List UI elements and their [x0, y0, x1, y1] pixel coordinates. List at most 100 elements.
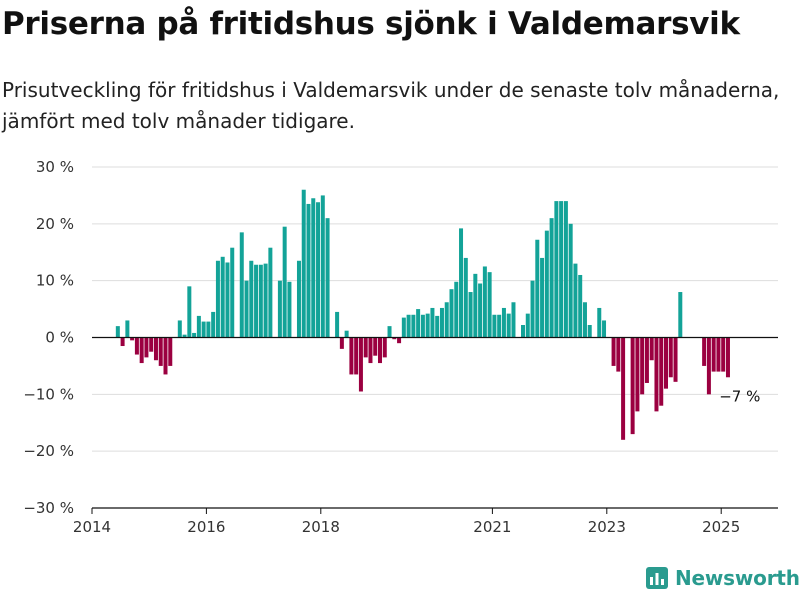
- bar: [706, 337, 711, 395]
- bar: [535, 239, 540, 338]
- bar: [497, 314, 502, 338]
- bar: [277, 280, 282, 338]
- bar: [525, 313, 530, 338]
- bar: [454, 281, 459, 338]
- bar: [611, 337, 616, 366]
- bar: [134, 337, 139, 355]
- bar: [473, 273, 478, 338]
- y-tick-label: 20 %: [36, 215, 74, 233]
- bar-series: [115, 189, 730, 440]
- bar: [163, 337, 168, 375]
- bar: [149, 337, 154, 352]
- newsworthy-icon: [646, 567, 668, 589]
- bar: [239, 232, 244, 338]
- bar: [678, 292, 683, 338]
- bar: [425, 313, 430, 338]
- x-tick-label: 2018: [302, 518, 340, 536]
- bar: [501, 307, 506, 338]
- bar: [406, 314, 411, 338]
- last-value-label: −7 %: [719, 387, 760, 405]
- bar: [120, 337, 125, 347]
- bar: [225, 262, 230, 338]
- bar: [115, 326, 120, 338]
- bar: [482, 266, 487, 338]
- bar: [439, 307, 444, 338]
- bar: [201, 321, 206, 338]
- bar: [354, 337, 359, 375]
- bar: [392, 337, 397, 340]
- bar: [530, 280, 535, 338]
- x-axis-tick-labels: 2014 2016 2018 2021 2023 2025: [73, 508, 740, 536]
- bar: [468, 292, 473, 338]
- grid-lines: [92, 166, 778, 452]
- bar: [463, 257, 468, 338]
- bar: [582, 302, 587, 338]
- bar: [506, 313, 511, 338]
- x-tick-label: 2021: [473, 518, 511, 536]
- bar: [182, 334, 187, 338]
- bar: [563, 201, 568, 338]
- bar: [521, 325, 525, 338]
- bar: [487, 272, 492, 338]
- bar: [249, 260, 254, 338]
- bar: [378, 337, 382, 364]
- bar: [411, 314, 416, 338]
- bar: [215, 260, 220, 338]
- bar: [597, 307, 602, 338]
- bar: [206, 321, 211, 338]
- chart-subtitle: Prisutveckling för fritidshus i Valdemar…: [2, 78, 780, 133]
- bar: [320, 195, 325, 338]
- bar: [721, 337, 726, 372]
- bar: [244, 280, 249, 338]
- bar: [125, 320, 130, 338]
- bar: [282, 226, 287, 338]
- bar: [373, 337, 378, 356]
- bar: [630, 337, 635, 435]
- bar: [168, 337, 173, 366]
- bar: [230, 247, 235, 338]
- bar: [559, 201, 564, 338]
- bar: [702, 337, 707, 366]
- bar: [511, 302, 516, 338]
- bar: [363, 337, 368, 358]
- bar: [130, 337, 135, 341]
- bar: [416, 309, 421, 338]
- bar: [387, 326, 392, 338]
- bar: [644, 337, 649, 383]
- bar: [711, 337, 716, 372]
- x-tick-label: 2025: [702, 518, 740, 536]
- bar: [554, 201, 559, 338]
- bar: [602, 320, 607, 338]
- bar: [306, 203, 311, 338]
- bar: [549, 218, 554, 338]
- bar: [568, 223, 573, 338]
- x-tick-label: 2023: [588, 518, 626, 536]
- bar: [263, 263, 268, 338]
- bar: [368, 337, 373, 364]
- bar: [544, 230, 549, 338]
- bar: [444, 302, 449, 338]
- bar: [211, 311, 216, 338]
- bar: [449, 289, 454, 338]
- bar: [616, 337, 621, 372]
- bar: [144, 337, 149, 358]
- bar: [139, 337, 144, 364]
- y-tick-label: 30 %: [36, 158, 74, 176]
- bar: [420, 314, 425, 338]
- bar: [725, 337, 730, 378]
- y-tick-label: −30 %: [23, 499, 74, 517]
- bar: [287, 281, 292, 338]
- bar: [220, 256, 225, 338]
- newsworthy-logo: Newsworthy: [645, 566, 800, 590]
- bar: [316, 202, 321, 338]
- x-tick-label: 2016: [187, 518, 225, 536]
- bar: [335, 311, 340, 338]
- bar: [640, 337, 645, 395]
- bar: [339, 337, 344, 349]
- chart-title: Priserna på fritidshus sjönk i Valdemars…: [2, 6, 740, 42]
- bar: [268, 247, 273, 338]
- bar: [478, 283, 483, 338]
- bar: [311, 198, 316, 338]
- bar: [664, 337, 668, 389]
- bar: [382, 337, 387, 358]
